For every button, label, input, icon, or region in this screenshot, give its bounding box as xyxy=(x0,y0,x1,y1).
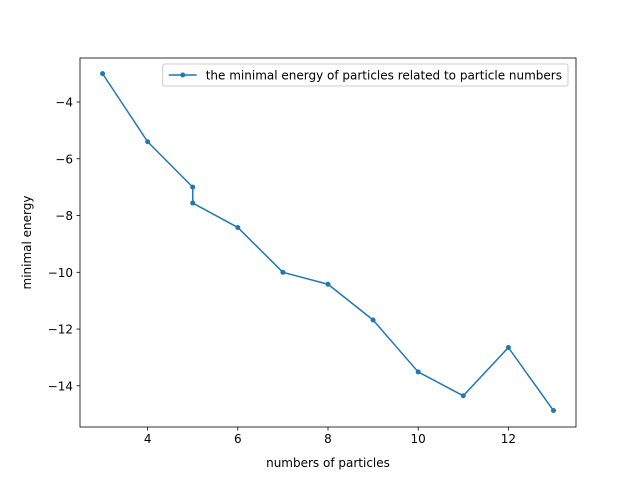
data-point xyxy=(460,393,466,399)
data-point xyxy=(235,224,241,230)
data-point xyxy=(505,345,511,351)
y-axis-label: minimal energy xyxy=(20,196,34,290)
y-axis-ticks: −14 −12 −10 −8 −6 −4 xyxy=(48,95,80,393)
data-point xyxy=(100,71,106,77)
y-tick-label: −8 xyxy=(55,209,73,223)
y-tick-label: −10 xyxy=(48,266,73,280)
x-tick-label: 12 xyxy=(501,432,516,446)
data-point xyxy=(190,200,196,206)
y-tick-label: −14 xyxy=(48,379,73,393)
y-tick-label: −12 xyxy=(48,323,73,337)
x-axis-ticks: 4 6 8 10 12 xyxy=(144,427,516,446)
data-point xyxy=(550,408,556,414)
legend: the minimal energy of particles related … xyxy=(162,63,569,87)
y-tick-label: −6 xyxy=(55,152,73,166)
legend-entry-label: the minimal energy of particles related … xyxy=(206,68,562,82)
data-point xyxy=(145,139,151,145)
data-point xyxy=(415,369,421,375)
x-tick-label: 6 xyxy=(234,432,242,446)
data-point xyxy=(280,269,286,275)
data-point xyxy=(190,184,196,190)
x-tick-label: 8 xyxy=(324,432,332,446)
x-axis-label: numbers of particles xyxy=(266,456,390,470)
series-layer xyxy=(100,71,556,414)
plot-area xyxy=(79,57,577,428)
y-tick-label: −4 xyxy=(55,95,73,109)
data-point xyxy=(370,317,376,323)
legend-box xyxy=(162,63,569,87)
series-line xyxy=(101,73,555,411)
legend-marker-swatch xyxy=(180,72,186,78)
x-tick-label: 10 xyxy=(411,432,426,446)
data-point xyxy=(325,281,331,287)
x-tick-label: 4 xyxy=(144,432,152,446)
